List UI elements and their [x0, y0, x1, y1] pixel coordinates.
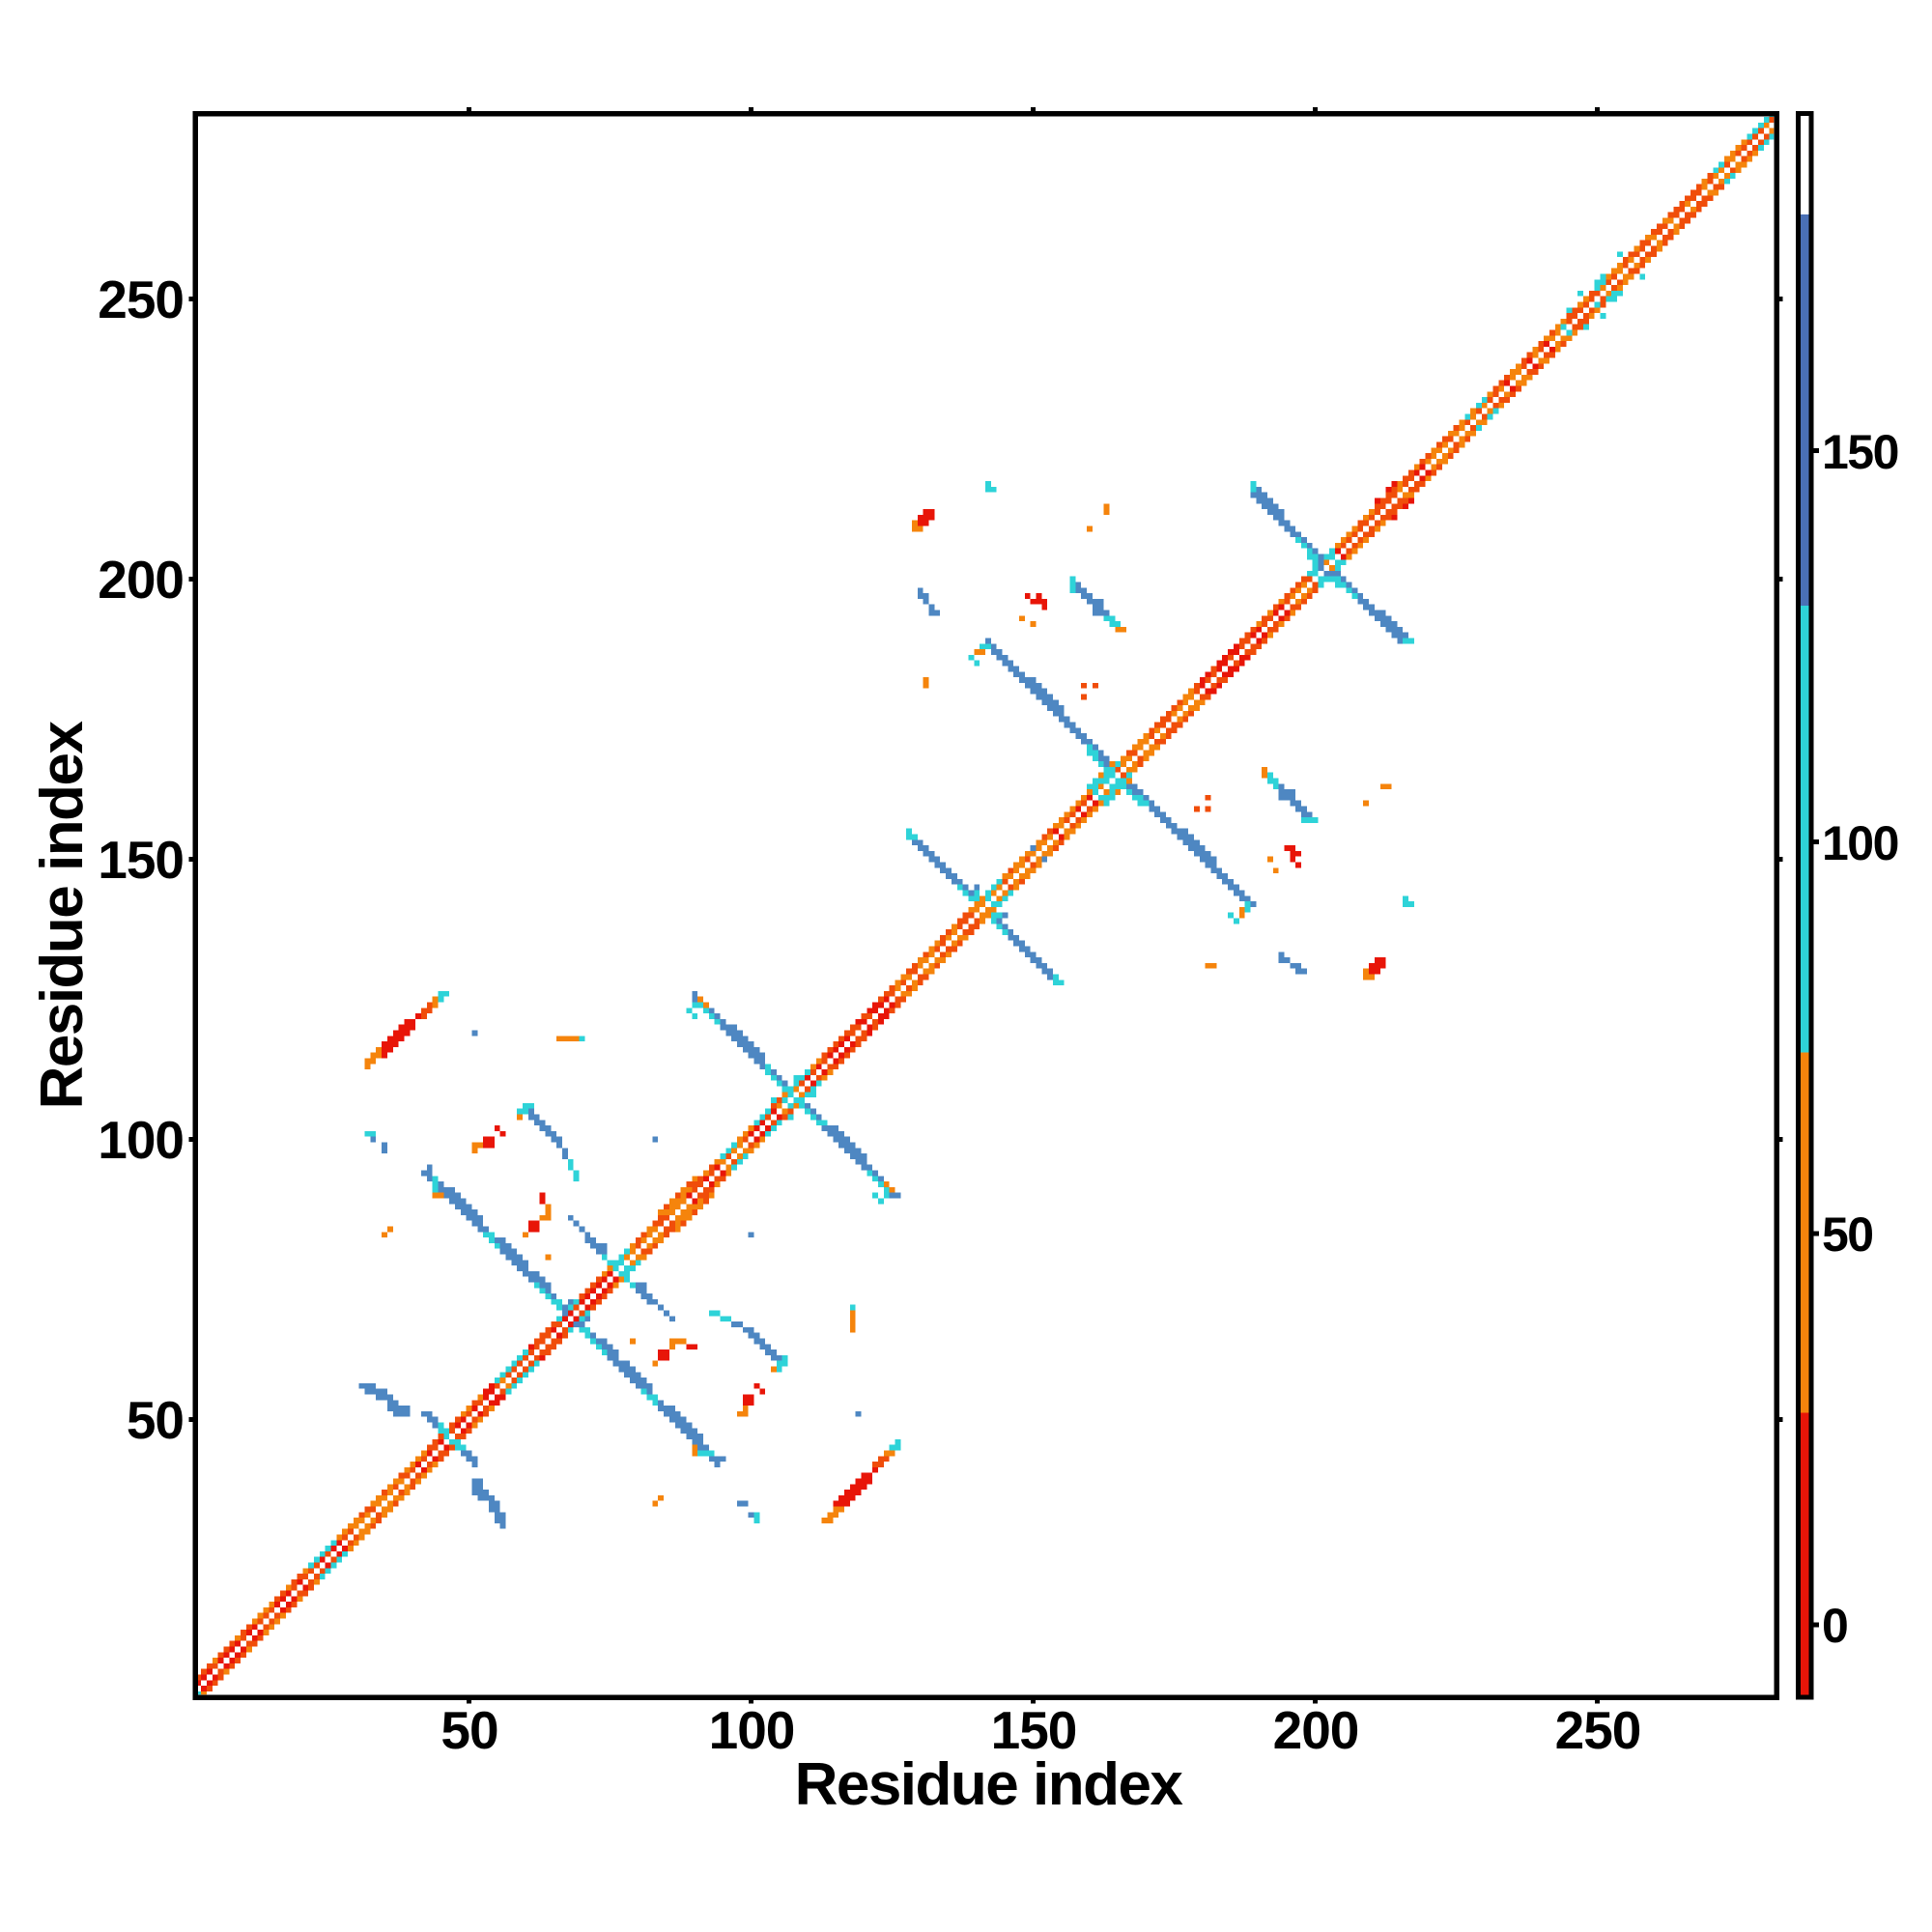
svg-text:150: 150 — [1822, 425, 1898, 479]
svg-text:50: 50 — [1822, 1208, 1873, 1262]
svg-text:50: 50 — [440, 1700, 497, 1760]
svg-text:200: 200 — [98, 550, 184, 610]
svg-text:0: 0 — [1822, 1599, 1847, 1653]
svg-text:50: 50 — [127, 1390, 184, 1450]
svg-text:150: 150 — [991, 1700, 1077, 1760]
svg-text:Residue index: Residue index — [795, 1751, 1184, 1818]
svg-text:200: 200 — [1273, 1700, 1359, 1760]
svg-text:250: 250 — [98, 270, 184, 329]
svg-text:250: 250 — [1555, 1700, 1641, 1760]
svg-text:150: 150 — [98, 830, 184, 890]
svg-text:100: 100 — [709, 1700, 795, 1760]
svg-text:100: 100 — [98, 1110, 184, 1170]
svg-text:Residue index: Residue index — [29, 721, 96, 1110]
svg-text:100: 100 — [1822, 816, 1898, 870]
